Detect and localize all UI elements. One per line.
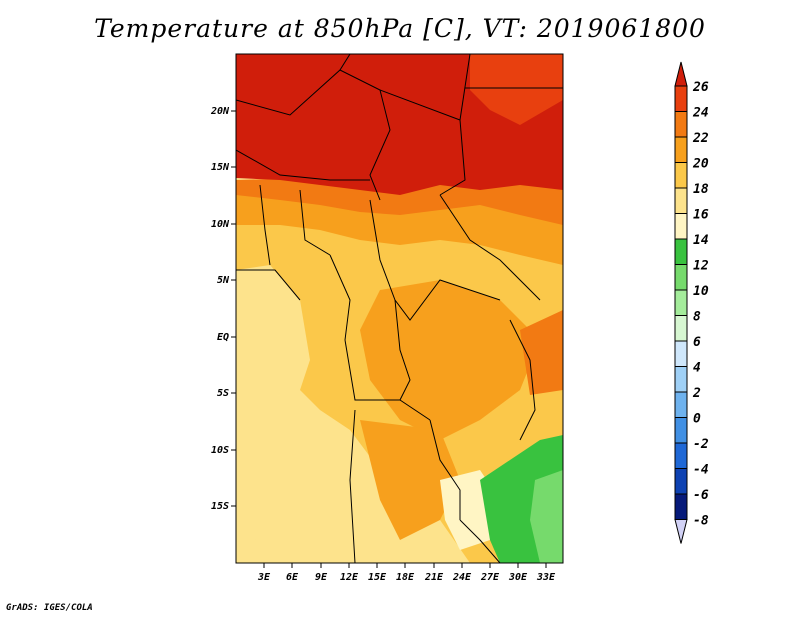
colorbar-swatch [674,111,688,138]
colorbar-label: 0 [693,412,701,427]
colorbar-label: 26 [692,80,709,95]
lat-tick-label: 5S [217,388,229,399]
colorbar-label: 8 [693,310,701,325]
map-frame [235,53,564,564]
colorbar-swatch [674,85,688,112]
band-20-22-south [360,420,460,540]
temperature-field [236,54,563,563]
colorbar-label: -4 [693,463,709,478]
colorbar-swatch [674,391,688,418]
lon-tick-label: 12E [340,572,359,583]
lon-tick-label: 30E [508,572,528,583]
colorbar-swatch [674,289,688,316]
band-10-12 [530,470,563,563]
lon-tick-label: 24E [452,572,472,583]
colorbar-label: -2 [693,437,709,452]
country-borders [236,54,563,563]
lon-tick-label: 3E [257,572,271,583]
colorbar-label: 24 [692,106,709,121]
lat-ticks: 20N 15N 10N 5N EQ 5S 10S 15S [210,106,236,512]
colorbar-label: 4 [693,361,701,376]
lat-tick-label: 15N [211,162,230,173]
colorbar-label: 2 [692,386,701,401]
colorbar-label: 10 [693,284,709,299]
lon-tick-label: 6E [286,572,299,583]
colorbar-bottom-arrow [674,519,688,544]
colorbar-label: 18 [693,182,709,197]
colorbar-top-arrow [674,61,688,87]
lon-tick-label: 18E [396,572,415,583]
colorbar-swatch [674,264,688,291]
colorbar-label: 6 [693,335,701,350]
lon-tick-label: 21E [424,572,444,583]
colorbar-swatch [674,442,688,469]
lat-tick-label: 5N [217,275,230,286]
map-title: Temperature at 850hPa [C], VT: 201906180… [94,14,706,43]
colorbar-label: 14 [693,233,709,248]
colorbar-label: -6 [693,488,709,503]
lon-tick-label: 27E [480,572,500,583]
lon-tick-label: 33E [536,572,556,583]
lat-tick-label: EQ [217,332,229,343]
band-22-east [520,310,563,395]
credit-label: GrADS: IGES/COLA [6,603,93,613]
colorbar-swatch [674,187,688,214]
colorbar-swatch [674,468,688,495]
lat-tick-label: 10N [211,219,230,230]
colorbar-label: 22 [692,131,709,146]
colorbar-label: -8 [693,514,709,529]
band-20-22-central [360,280,540,440]
colorbar-swatch [674,162,688,189]
colorbar-swatch [674,417,688,444]
colorbar-label: 16 [693,208,709,223]
colorbar-swatch [674,493,688,520]
band-16-18-coast [236,265,310,563]
lon-tick-label: 9E [315,572,328,583]
lon-tick-label: 15E [368,572,387,583]
band-24-northeast [470,54,563,125]
lat-tick-label: 10S [211,445,229,456]
colorbar-swatch [674,340,688,367]
lat-tick-label: 15S [211,501,229,512]
colorbar-swatch [674,213,688,240]
lon-ticks: 3E 6E 9E 12E 15E 18E 21E 24E 27E 30E 33E [257,563,556,583]
colorbar-label: 12 [693,259,709,274]
colorbar-swatch [674,136,688,163]
colorbar-swatch [674,315,688,342]
colorbar-swatch [674,366,688,393]
band-20-22-sahel [236,195,563,265]
colorbar-label: 20 [692,157,709,172]
lat-tick-label: 20N [210,106,230,117]
colorbar-swatch [674,238,688,265]
